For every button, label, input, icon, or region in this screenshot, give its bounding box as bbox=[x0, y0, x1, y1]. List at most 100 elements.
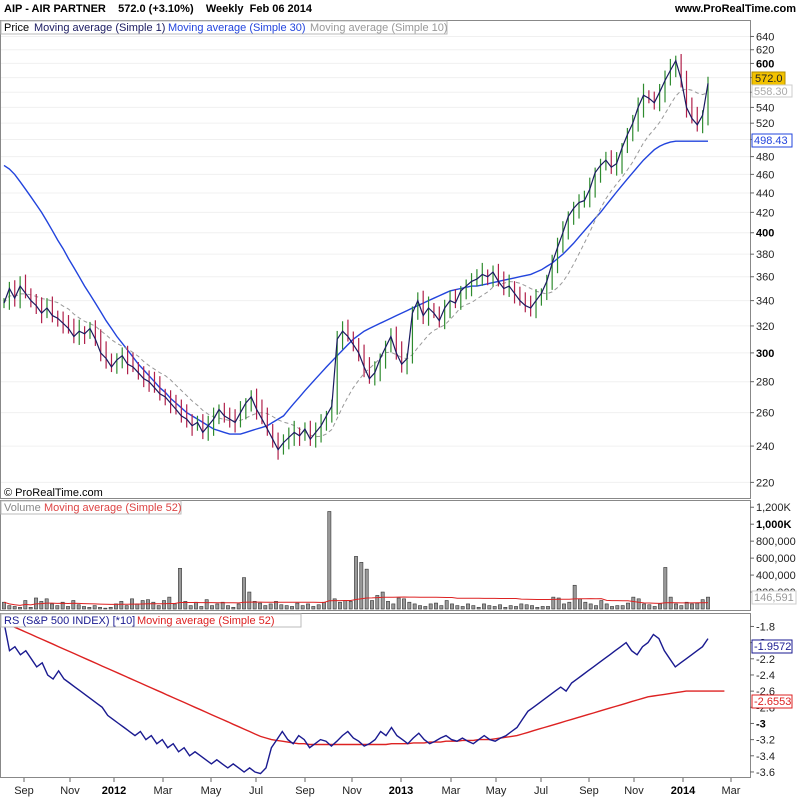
volume-bar bbox=[674, 603, 678, 610]
volume-bar bbox=[498, 604, 502, 610]
rs-tick-label: -2.4 bbox=[756, 670, 775, 682]
site-name[interactable]: www.ProRealTime.com bbox=[674, 3, 796, 15]
price-tick-label: 460 bbox=[756, 169, 774, 181]
price-tick-label: 320 bbox=[756, 321, 774, 333]
price-tick-label: 440 bbox=[756, 188, 774, 200]
volume-tick-label: 1,000K bbox=[756, 519, 792, 531]
time-tick-label: May bbox=[486, 785, 507, 797]
price-tick-label: 380 bbox=[756, 249, 774, 261]
volume-bar bbox=[652, 606, 657, 610]
time-tick-label: Mar bbox=[442, 785, 461, 797]
volume-bar bbox=[658, 603, 662, 610]
price-tick-label: 340 bbox=[756, 296, 774, 308]
price-tick-label: 600 bbox=[756, 58, 774, 70]
volume-bar bbox=[359, 562, 364, 610]
volume-bar bbox=[263, 605, 268, 610]
volume-bar bbox=[626, 602, 630, 610]
price-candles bbox=[3, 54, 709, 460]
volume-bar bbox=[215, 603, 220, 610]
time-tick-label: Nov bbox=[60, 785, 80, 797]
volume-bar bbox=[183, 601, 188, 610]
volume-bar bbox=[76, 604, 81, 610]
volume-bar bbox=[503, 607, 508, 610]
price-tick-label: 360 bbox=[756, 272, 774, 284]
volume-bar bbox=[55, 605, 60, 610]
price-tick-label: 620 bbox=[756, 45, 774, 57]
price-tick-label: 540 bbox=[756, 102, 774, 114]
volume-bar bbox=[226, 605, 230, 610]
volume-bar bbox=[231, 607, 236, 610]
volume-bar bbox=[695, 602, 700, 610]
volume-bars bbox=[2, 511, 710, 610]
volume-bar bbox=[316, 604, 321, 610]
price-tick-label: 480 bbox=[756, 152, 774, 164]
volume-bar bbox=[247, 591, 252, 610]
volume-bar bbox=[530, 605, 534, 610]
price-tick-label: 240 bbox=[756, 441, 774, 453]
volume-bar bbox=[615, 605, 620, 610]
volume-bar bbox=[620, 605, 625, 610]
volume-bar bbox=[194, 601, 198, 610]
volume-bar bbox=[567, 601, 572, 610]
time-tick-label: Jul bbox=[249, 785, 263, 797]
rs-ma52-polyline bbox=[3, 621, 725, 746]
time-tick-label: Mar bbox=[722, 785, 741, 797]
time-tick-label: 2014 bbox=[671, 785, 696, 797]
price-tick-label: 420 bbox=[756, 207, 774, 219]
volume-bar bbox=[370, 600, 374, 610]
time-tick-label: May bbox=[201, 785, 222, 797]
rs-tick-label: -2.2 bbox=[756, 654, 775, 666]
ma30-polyline bbox=[3, 140, 708, 435]
volume-bar bbox=[306, 603, 310, 610]
volume-bar bbox=[482, 603, 486, 610]
rs-tick-label: -3.2 bbox=[756, 735, 775, 747]
volume-bar bbox=[444, 600, 449, 610]
volume-bar bbox=[44, 598, 49, 610]
volume-ma-badge: 146,591 bbox=[751, 590, 797, 605]
volume-bar bbox=[87, 607, 92, 610]
volume-bar bbox=[684, 601, 689, 610]
volume-ma52-polyline bbox=[3, 596, 709, 606]
volume-bar bbox=[407, 601, 412, 610]
volume-bar bbox=[428, 603, 433, 610]
volume-bar bbox=[12, 606, 17, 610]
price-tick-label: 300 bbox=[756, 348, 774, 360]
volume-bar bbox=[300, 605, 305, 610]
time-tick-label: Mar bbox=[154, 785, 173, 797]
volume-bar bbox=[679, 605, 684, 610]
volume-bar bbox=[50, 603, 54, 610]
volume-bar bbox=[391, 603, 396, 610]
volume-bar bbox=[540, 606, 545, 610]
volume-bar bbox=[588, 603, 593, 610]
last-price-value: 572.0 bbox=[755, 73, 783, 85]
volume-bar bbox=[252, 601, 257, 610]
volume-bar bbox=[284, 605, 289, 610]
ma10-value: 558.30 bbox=[754, 86, 788, 98]
volume-bar bbox=[311, 606, 316, 610]
volume-bar bbox=[487, 605, 492, 610]
rs-line bbox=[3, 622, 709, 775]
volume-bar bbox=[178, 567, 182, 610]
ma10-badge: 558.30 bbox=[751, 84, 793, 98]
volume-ma52-line bbox=[3, 596, 709, 606]
volume-bar bbox=[514, 606, 518, 610]
volume-bar bbox=[455, 605, 460, 610]
volume-bar bbox=[423, 606, 428, 610]
volume-legend: Volume Moving average (Simple 52) bbox=[0, 500, 182, 515]
volume-bar bbox=[439, 605, 444, 610]
price-tick-label: 260 bbox=[756, 408, 774, 420]
price-legend: Price Moving average (Simple 1) Moving a… bbox=[0, 20, 448, 35]
volume-bar bbox=[519, 603, 524, 610]
volume-bar bbox=[338, 601, 342, 610]
volume-bar bbox=[268, 603, 273, 610]
volume-bar bbox=[402, 598, 406, 610]
volume-bar bbox=[108, 607, 113, 610]
volume-bar bbox=[290, 606, 294, 610]
ma-simple1-line bbox=[3, 59, 709, 451]
price-tick-label: 640 bbox=[756, 31, 774, 43]
rs-ma52-line bbox=[3, 621, 725, 746]
volume-bar bbox=[82, 606, 86, 610]
legend-volume-ma52: Moving average (Simple 52) bbox=[44, 502, 182, 514]
